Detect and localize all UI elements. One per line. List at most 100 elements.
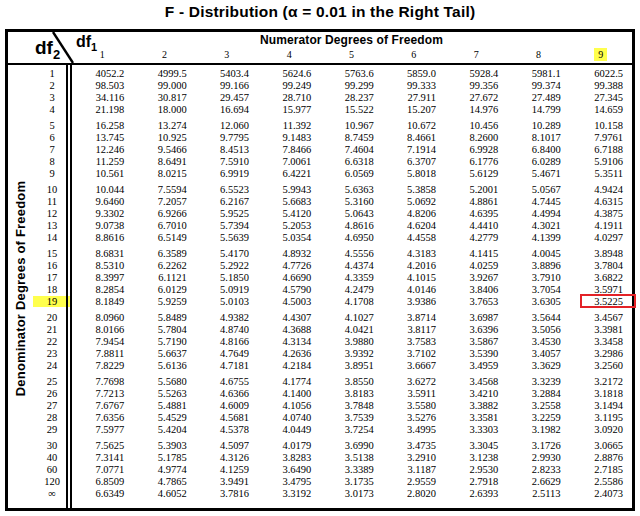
f-value-cell: 27.911 xyxy=(383,91,445,103)
table-row: 334.11630.81729.45728.71028.23727.91127.… xyxy=(8,91,632,103)
f-value-cell: 5981.1 xyxy=(507,67,569,79)
f-value-cell: 3.1726 xyxy=(507,439,569,451)
f-value-cell: 6.2167 xyxy=(196,195,258,207)
f-value-cell: 5.3903 xyxy=(133,439,195,451)
f-value-cell: 3.0920 xyxy=(570,423,632,435)
corner-row-variable: df2 xyxy=(35,37,60,62)
f-value-cell: 3.0173 xyxy=(320,487,382,499)
f-value-cell: 27.489 xyxy=(507,91,569,103)
f-value-cell: 3.7102 xyxy=(383,347,445,359)
f-value-cell: 9.7795 xyxy=(196,131,258,143)
row-header: 12 xyxy=(8,207,71,219)
f-value-cell: 99.166 xyxy=(196,79,258,91)
f-value-cell: 6.7010 xyxy=(133,219,195,231)
f-value-cell: 7.8811 xyxy=(71,347,133,359)
f-value-cell: 8.1849 xyxy=(71,295,133,307)
row-header: 10 xyxy=(8,183,71,195)
f-value-cell: 4.6204 xyxy=(383,219,445,231)
table-row: 277.67675.48814.60094.10563.78483.55803.… xyxy=(8,399,632,411)
f-value-cell: 7.4604 xyxy=(320,143,382,155)
row-header: 13 xyxy=(8,219,71,231)
row-header: 27 xyxy=(8,399,71,411)
f-value-cell: 8.1017 xyxy=(507,131,569,143)
row-header: 17 xyxy=(8,271,71,283)
f-value-cell: 8.3997 xyxy=(71,271,133,283)
f-value-cell: 3.4735 xyxy=(383,439,445,451)
f-value-cell: 3.3303 xyxy=(445,423,507,435)
row-header: 9 xyxy=(8,167,71,179)
f-value-cell: 3.3458 xyxy=(570,335,632,347)
f-value-cell: 3.3045 xyxy=(445,439,507,451)
table-row: 14052.24999.55403.45624.65763.65859.0592… xyxy=(8,67,632,79)
f-value-cell: 18.000 xyxy=(133,103,195,115)
table-row: ∞6.63494.60523.78163.31923.01732.80202.6… xyxy=(8,487,632,499)
table-body-area: Denominator Degrees of Freedom 14052.249… xyxy=(8,65,632,508)
f-value-cell: 8.6491 xyxy=(133,155,195,167)
f-value-cell: 3.5276 xyxy=(383,411,445,423)
f-value-cell: 4.8861 xyxy=(445,195,507,207)
f-value-cell: 4.4307 xyxy=(258,311,320,323)
f-value-cell: 16.694 xyxy=(196,103,258,115)
f-value-cell: 99.388 xyxy=(570,79,632,91)
divider-double-line xyxy=(66,65,72,508)
f-value-cell: 3.1187 xyxy=(383,463,445,475)
f-value-cell: 4.6366 xyxy=(196,387,258,399)
f-value-cell: 5.8018 xyxy=(383,167,445,179)
row-header: 4 xyxy=(8,103,71,115)
f-value-cell: 5763.6 xyxy=(320,67,382,79)
f-value-cell: 2.9530 xyxy=(445,463,507,475)
f-value-cell: 4.6395 xyxy=(445,207,507,219)
f-value-cell: 4.3183 xyxy=(383,247,445,259)
f-value-cell: 3.8406 xyxy=(445,283,507,295)
row-header: 3 xyxy=(8,91,71,103)
row-header: 25 xyxy=(8,375,71,387)
f-value-cell: 5.9106 xyxy=(570,155,632,167)
f-value-cell: 7.5594 xyxy=(133,183,195,195)
f-value-cell: 4.9774 xyxy=(133,463,195,475)
f-value-cell: 7.9454 xyxy=(71,335,133,347)
f-value-cell: 3.4795 xyxy=(258,475,320,487)
f-value-cell: 2.9930 xyxy=(507,451,569,463)
f-value-cell: 4.1015 xyxy=(383,271,445,283)
f-value-cell: 13.745 xyxy=(71,131,133,143)
table-row: 129.33026.92665.95255.41205.06434.82064.… xyxy=(8,207,632,219)
f-value-cell: 5.4671 xyxy=(507,167,569,179)
f-value-cell: 7.5910 xyxy=(196,155,258,167)
f-value-cell: 16.258 xyxy=(71,119,133,131)
f-value-cell: 7.7698 xyxy=(71,375,133,387)
f-value-cell: 7.8229 xyxy=(71,359,133,371)
table-row: 119.64607.20576.21675.66835.31605.06924.… xyxy=(8,195,632,207)
f-value-cell: 3.6305 xyxy=(507,295,569,307)
f-value-cell: 4.4374 xyxy=(320,259,382,271)
f-value-cell: 2.8233 xyxy=(507,463,569,475)
f-value-cell: 4.7865 xyxy=(133,475,195,487)
f-value-cell: 3.4210 xyxy=(445,387,507,399)
f-value-cell: 2.6393 xyxy=(445,487,507,499)
f-value-cell: 5.6637 xyxy=(133,347,195,359)
f-value-cell: 4.0740 xyxy=(258,411,320,423)
f-value-cell: 4.3875 xyxy=(570,207,632,219)
f-value-cell: 3.1818 xyxy=(570,387,632,399)
f-value-cell: 4.1399 xyxy=(507,231,569,243)
f-value-cell: 3.8117 xyxy=(383,323,445,335)
row-header: 40 xyxy=(8,451,71,463)
f-value-cell: 4.2016 xyxy=(383,259,445,271)
f-value-cell: 7.3141 xyxy=(71,451,133,463)
f-value-cell: 4.3134 xyxy=(258,335,320,347)
f-value-cell: 4.6052 xyxy=(133,487,195,499)
f-value-cell: 3.5056 xyxy=(507,323,569,335)
f-value-cell: 2.9559 xyxy=(383,475,445,487)
row-header: 15 xyxy=(8,247,71,259)
f-value-cell: 7.5977 xyxy=(71,423,133,435)
f-value-cell: 2.5113 xyxy=(507,487,569,499)
f-value-cell: 3.5867 xyxy=(445,335,507,347)
f-value-cell: 4.2779 xyxy=(445,231,507,243)
f-value-cell: 5.5639 xyxy=(196,231,258,243)
f-value-cell: 3.5644 xyxy=(507,311,569,323)
f-value-cell: 3.9267 xyxy=(445,271,507,283)
f-value-cell: 9.0738 xyxy=(71,219,133,231)
row-header: 6 xyxy=(8,131,71,143)
f-value-cell: 5.7394 xyxy=(196,219,258,231)
f-value-cell: 5.4204 xyxy=(133,423,195,435)
f-value-cell: 4.6755 xyxy=(196,375,258,387)
